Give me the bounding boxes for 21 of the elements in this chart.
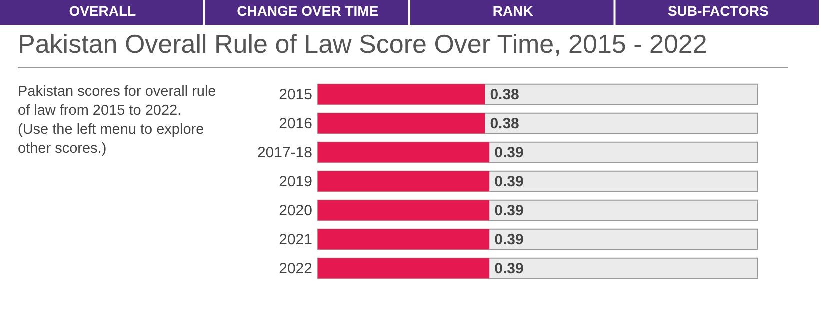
chart-title: Pakistan Overall Rule of Law Score Over Time, 2015 - 2022 (18, 29, 708, 59)
y-tick-label: 2015 (279, 86, 312, 104)
y-tick-label: 2019 (279, 174, 312, 190)
text: Pakistan scores for overall rule of law from 2015 to 2022. (18, 84, 216, 119)
y-tick-label: 2020 (279, 202, 312, 220)
text: CHANGE OVER TIME (237, 3, 379, 19)
text: (Use the left menu to explore other scores.) (18, 122, 204, 157)
data-label: 0.39 (494, 202, 524, 220)
y-tick-label: 2017-18 (257, 144, 312, 162)
text: SUB-FACTORS (668, 3, 769, 19)
text: RANK (492, 3, 534, 19)
data-label: 0.38 (490, 86, 520, 104)
data-label: 0.39 (494, 232, 524, 248)
data-label: 0.39 (494, 260, 524, 278)
data-label: 0.39 (494, 144, 524, 162)
text: OVERALL (69, 3, 137, 19)
y-tick-label: 2016 (279, 116, 312, 132)
y-tick-label: 2022 (279, 260, 312, 278)
data-label: 0.39 (494, 174, 524, 190)
y-tick-label: 2021 (279, 232, 312, 248)
data-label: 0.38 (490, 116, 520, 132)
